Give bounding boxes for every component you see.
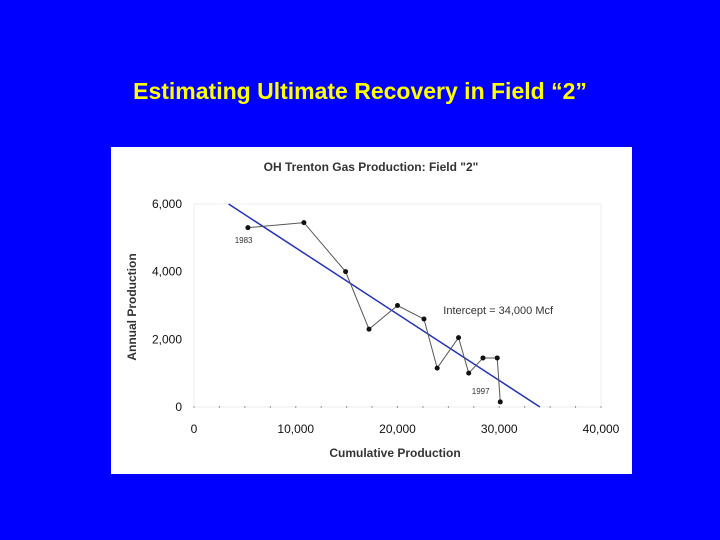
production-chart: OH Trenton Gas Production: Field "2" Cum…: [125, 160, 620, 460]
y-tick-label: 4,000: [152, 265, 182, 279]
data-point: [434, 365, 440, 371]
y-tick-label: 6,000: [152, 197, 182, 211]
data-point: [421, 316, 427, 322]
chart-title: OH Trenton Gas Production: Field "2": [264, 160, 479, 174]
x-tick-label: 40,000: [583, 422, 620, 436]
x-tick-label: 20,000: [379, 422, 416, 436]
data-point: [366, 326, 372, 332]
y-tick-label: 0: [175, 400, 182, 414]
x-tick-label: 30,000: [481, 422, 518, 436]
data-point: [456, 335, 462, 341]
x-tick-label: 0: [191, 422, 198, 436]
data-point: [301, 220, 307, 226]
data-point: [395, 303, 400, 308]
chart-annotation: Intercept = 34,000 Mcf: [443, 305, 554, 317]
chart-annotation: 1997: [472, 387, 490, 396]
data-point: [343, 269, 349, 275]
y-axis-label: Annual Production: [125, 253, 139, 360]
slide-title: Estimating Ultimate Recovery in Field “2…: [133, 78, 587, 104]
trendline: [228, 203, 541, 408]
y-tick-label: 2,000: [152, 332, 182, 346]
data-point: [480, 355, 486, 361]
data-point: [497, 399, 503, 405]
data-point: [466, 370, 472, 376]
chart-panel: OH Trenton Gas Production: Field "2" Cum…: [111, 147, 632, 474]
x-axis-label: Cumulative Production: [329, 446, 460, 460]
data-point: [494, 355, 500, 361]
chart-annotation: 1983: [235, 236, 253, 245]
x-tick-label: 10,000: [277, 422, 314, 436]
data-point: [245, 225, 251, 231]
